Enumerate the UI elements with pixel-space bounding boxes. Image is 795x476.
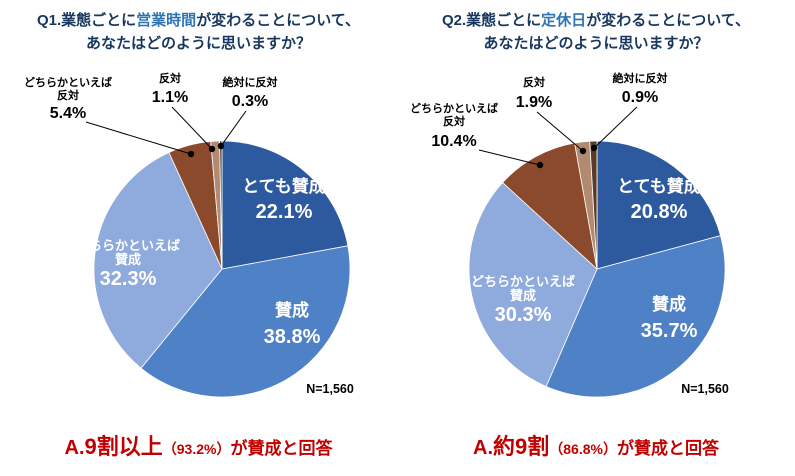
pie-slice-label: とても賛成 20.8% xyxy=(617,176,701,223)
pie-outside-label: 絶対に反対 0.3% xyxy=(223,75,278,110)
q2-title-line2: あなたはどのように思いますか？ xyxy=(483,35,709,53)
pie-slice xyxy=(221,140,349,270)
q2-title-suffix: が変わることについて、 xyxy=(586,12,750,29)
pie-outside-label: 絶対に反対 0.9% xyxy=(613,71,668,106)
pie-slice xyxy=(219,140,223,270)
q2-title-highlight: 定休日 xyxy=(541,12,587,29)
q2-answer-rest: が賛成と回答 xyxy=(616,439,719,458)
leader-line xyxy=(478,149,541,166)
leader-line xyxy=(171,106,213,150)
pie-slice xyxy=(140,245,351,398)
q1-title-line1: Q1.業態ごとに営業時間が変わることについて、 xyxy=(0,9,397,32)
leader-dot xyxy=(579,147,587,155)
pie-slice xyxy=(93,151,223,369)
pie-slice xyxy=(589,140,598,270)
leader-line xyxy=(85,121,192,155)
q1-answer-big: 9割以上 xyxy=(84,434,163,459)
pie-slice-label: どちらかといえば賛成 30.3% xyxy=(471,274,575,326)
pie-slice-label: どちらかといえば賛成 32.3% xyxy=(76,238,180,290)
n-label: N=1,560 xyxy=(681,382,729,396)
leader-line xyxy=(536,111,584,152)
chart-column-q2: Q2.業態ごとに定休日が変わることについて、 あなたはどのように思いますか？ と… xyxy=(397,0,795,461)
q2-answer-prefix: A. xyxy=(473,437,494,459)
q2-pie-chart: とても賛成 20.8% 賛成 35.7% どちらかといえば賛成 30.3% どちらかといえば… xyxy=(410,71,729,398)
q1-pie-chart: とても賛成 22.1% 賛成 38.8% どちらかといえば賛成 32.3% どちらかといえば… xyxy=(24,71,354,398)
q1-title-suffix: が変わることについて、 xyxy=(196,12,360,29)
pie-slice xyxy=(596,140,722,270)
leader-line xyxy=(593,106,638,149)
pie-slice-label: 賛成 38.8% xyxy=(264,300,321,348)
q1-answer-prefix: A. xyxy=(64,437,85,459)
leader-dot xyxy=(187,150,195,158)
pie-outside-label: どちらかといえば反対 5.4% xyxy=(24,75,112,122)
survey-results-page: Q1.業態ごとに営業時間が変わることについて、 あなたはどのように思いますか？ … xyxy=(0,0,795,461)
q2-answer: A.約9割（86.8%）が賛成と回答 xyxy=(397,429,795,461)
pie-slice-label: 賛成 35.7% xyxy=(641,294,698,342)
pie-slice xyxy=(545,235,726,398)
q2-answer-big: 約9割 xyxy=(493,434,550,459)
q1-title-prefix: Q1.業態ごとに xyxy=(36,12,137,29)
q1-answer-paren: （93.2%） xyxy=(162,441,231,457)
pie-slice xyxy=(468,181,598,387)
leader-line xyxy=(220,110,247,147)
pie-outside-label: 反対 1.9% xyxy=(516,75,552,111)
pie-slice xyxy=(502,142,598,271)
leader-dot xyxy=(217,142,225,150)
q1-answer: A.9割以上（93.2%）が賛成と回答 xyxy=(0,429,397,461)
leader-dot xyxy=(536,161,544,169)
leader-dot xyxy=(208,145,216,153)
q2-answer-paren: （86.8%） xyxy=(549,441,617,457)
q2-title-line1: Q2.業態ごとに定休日が変わることについて、 xyxy=(397,9,795,32)
leader-dot xyxy=(590,144,598,152)
q1-title-line2: あなたはどのように思いますか？ xyxy=(85,35,311,53)
pie-slice-label: とても賛成 22.1% xyxy=(242,176,326,223)
chart-column-q1: Q1.業態ごとに営業時間が変わることについて、 あなたはどのように思いますか？ … xyxy=(0,0,397,461)
pie-outside-label: どちらかといえば反対 10.4% xyxy=(410,101,498,150)
pie-outside-label: 反対 1.1% xyxy=(152,71,188,106)
q2-title: Q2.業態ごとに定休日が変わることについて、 あなたはどのように思いますか？ xyxy=(397,0,795,70)
q2-title-prefix: Q2.業態ごとに xyxy=(441,12,542,29)
n-label: N=1,560 xyxy=(306,382,354,396)
q1-title-highlight: 営業時間 xyxy=(136,12,197,29)
q1-title: Q1.業態ごとに営業時間が変わることについて、 あなたはどのように思いますか？ xyxy=(0,0,397,70)
q1-answer-rest: が賛成と回答 xyxy=(230,439,333,458)
